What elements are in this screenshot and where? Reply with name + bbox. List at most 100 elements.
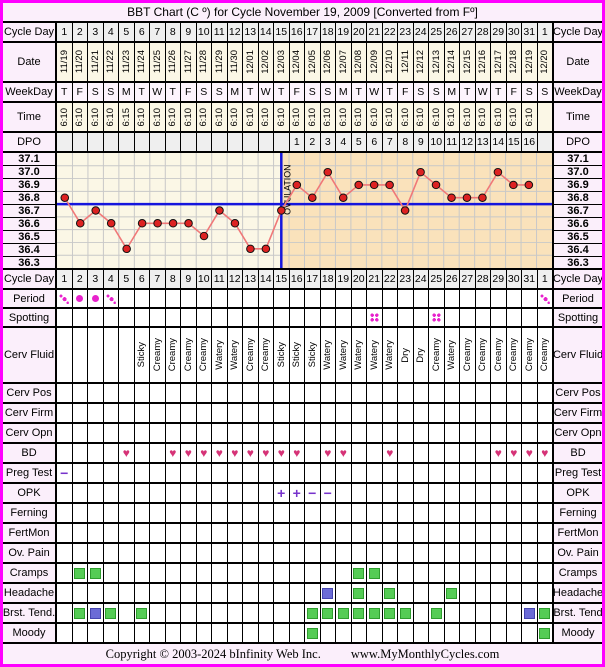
- bd-cell: ♥: [165, 444, 181, 462]
- date-value: 12/07: [337, 50, 349, 74]
- period-cell: [382, 290, 398, 307]
- period-cell: [336, 290, 352, 307]
- brst-tend-cell: [289, 604, 305, 622]
- cycle-day-bottom-cell: 4: [103, 270, 119, 288]
- cerv-firm-cell: [165, 404, 181, 422]
- weekday-value: S: [541, 86, 549, 98]
- date-cell: 12/19: [522, 43, 538, 81]
- headache-cell: [351, 584, 367, 602]
- cycle-day-top-cell: 9: [181, 23, 197, 41]
- ferning-cell: [320, 504, 336, 522]
- ov-pain-cell: [305, 544, 321, 562]
- date-value: 12/10: [384, 50, 395, 74]
- period-light-icon: [104, 292, 117, 305]
- preg-test-cell: [243, 464, 259, 482]
- cerv-fluid-cell: [103, 328, 119, 382]
- cerv-fluid-value: Dry: [399, 347, 411, 363]
- time-value: 6:15: [120, 107, 132, 127]
- ov-pain-cell: [336, 544, 352, 562]
- cerv-opn-cell: [103, 424, 119, 442]
- spotting-cell: [243, 309, 259, 326]
- cycle-day-bottom-value: 3: [92, 273, 99, 285]
- bbt-point: [60, 193, 70, 202]
- dpo-cell: 15: [506, 133, 522, 151]
- dpo-value: 1: [293, 136, 300, 148]
- dpo-cell: [243, 133, 259, 151]
- date-value: 11/28: [198, 50, 209, 74]
- time-value: 6:10: [322, 107, 333, 127]
- cycle-day-bottom-value: 4: [107, 273, 114, 285]
- dpo-value: 5: [355, 136, 362, 148]
- period-cell: [429, 290, 445, 307]
- cycle-day-top-value: 15: [275, 26, 288, 38]
- headache-cell: [506, 584, 522, 602]
- ov-pain-row: Ov. Pain Ov. Pain: [3, 544, 602, 564]
- period-cell: [165, 290, 181, 307]
- bbt-point: [400, 206, 410, 215]
- time-cell: 6:10: [212, 103, 228, 131]
- weekday-value: T: [495, 86, 502, 98]
- cycle-day-bottom-value: 20: [352, 273, 365, 285]
- fertmon-cell: [506, 524, 522, 542]
- cerv-pos-cell: [274, 384, 290, 402]
- cerv-pos-cell: [336, 384, 352, 402]
- cycle-day-top-value: 11: [213, 26, 225, 38]
- cycle-day-bottom-value: 18: [321, 273, 334, 285]
- cycle-day-bottom-cell: 16: [289, 270, 305, 288]
- temp-tick: 36.9: [3, 179, 55, 192]
- dpo-cell: [212, 133, 228, 151]
- period-cell: [289, 290, 305, 307]
- cycle-day-bottom-cell: 22: [382, 270, 398, 288]
- headache-cell: [305, 584, 321, 602]
- ov-pain-cell: [243, 544, 259, 562]
- spotting-cell: [134, 309, 150, 326]
- time-cell: 6:10: [429, 103, 445, 131]
- date-cell: 12/16: [475, 43, 491, 81]
- bd-cell: ♥: [506, 444, 522, 462]
- period-cell: [181, 290, 197, 307]
- headache-row: Headache Headache: [3, 584, 602, 604]
- weekday-value: F: [510, 86, 517, 98]
- cycle-day-top-cell: 29: [491, 23, 507, 41]
- temp-tick: 36.8: [554, 192, 602, 205]
- cerv-opn-cell: [429, 424, 445, 442]
- ov-pain-cell: [522, 544, 538, 562]
- time-cell: 6:10: [57, 103, 73, 131]
- cycle-day-bottom-value: 1: [61, 273, 68, 285]
- ferning-cell: [72, 504, 88, 522]
- date-cell: 12/14: [444, 43, 460, 81]
- headache-cell: [522, 584, 538, 602]
- moody-cell: [522, 624, 538, 642]
- bd-cell: ♥: [243, 444, 259, 462]
- bbt-point: [261, 244, 271, 254]
- headache-label-left: Headache: [3, 584, 57, 602]
- ov-pain-cell: [351, 544, 367, 562]
- cerv-opn-cell: [212, 424, 228, 442]
- spotting-label-right: Spotting: [552, 309, 602, 326]
- moody-cell: [460, 624, 476, 642]
- cycle-day-bottom-value: 24: [414, 273, 427, 285]
- cerv-fluid-value: Sticky: [306, 342, 318, 368]
- ov-pain-cell: [103, 544, 119, 562]
- date-value: 12/02: [260, 50, 271, 74]
- fertmon-cell: [134, 524, 150, 542]
- spotting-cell: [119, 309, 135, 326]
- cycle-day-bottom-cell: 17: [305, 270, 321, 288]
- cycle-day-top-cell: 15: [274, 23, 290, 41]
- spotting-cell: [320, 309, 336, 326]
- cerv-fluid-value: Watery: [353, 340, 364, 370]
- dpo-value: 6: [371, 136, 378, 148]
- weekday-cell: S: [196, 83, 212, 101]
- cramps-cell: [258, 564, 274, 582]
- bd-cell: ♥: [196, 444, 212, 462]
- sq-blue-icon: [322, 587, 334, 599]
- weekday-cell: T: [460, 83, 476, 101]
- cerv-fluid-cell: Creamy: [460, 328, 476, 382]
- weekday-cell: T: [134, 83, 150, 101]
- moody-cell: [119, 624, 135, 642]
- cramps-cell: [382, 564, 398, 582]
- sq-green-icon: [446, 587, 458, 599]
- cerv-firm-cells: [57, 404, 552, 422]
- cycle-day-bottom-cell: 21: [367, 270, 383, 288]
